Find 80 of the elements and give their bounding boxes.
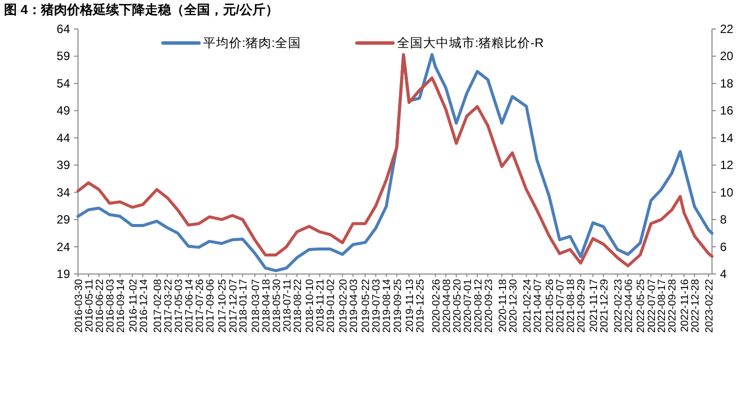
x-tick-label: 2020-05-20 <box>451 278 464 333</box>
y-tick-label: 54 <box>56 76 70 90</box>
y2-tick-label: 10 <box>720 185 734 200</box>
x-tick-label: 2020-08-12 <box>472 278 484 333</box>
x-tick-label: 2017-12-07 <box>227 278 240 333</box>
y2-tick-label: 12 <box>720 158 734 172</box>
x-tick-label: 2022-04-06 <box>622 278 635 333</box>
x-tick-label: 2018-07-11 <box>281 278 294 332</box>
y2-tick-label: 8 <box>720 212 727 227</box>
y-tick-label: 44 <box>56 130 70 145</box>
x-tick-label: 2016-03-30 <box>73 278 85 333</box>
x-tick-label: 2020-07-01 <box>462 278 474 333</box>
y-tick-label: 19 <box>56 267 70 281</box>
x-tick-label: 2018-04-18 <box>260 278 272 333</box>
x-tick-label: 2017-09-06 <box>204 278 216 333</box>
x-tick-label: 2020-09-23 <box>482 278 495 333</box>
x-tick-label: 2017-06-14 <box>183 278 196 333</box>
y-tick-label: 59 <box>56 49 70 64</box>
x-tick-label: 2022-07-07 <box>646 278 658 333</box>
x-tick-label: 2017-03-22 <box>162 278 174 333</box>
x-tick-label: 2022-08-17 <box>656 278 668 333</box>
x-tick-label: 2017-07-26 <box>194 278 206 333</box>
x-tick-label: 2016-12-14 <box>138 278 150 333</box>
x-tick-label: 2023-02-22 <box>703 278 716 333</box>
y-tick-label: 64 <box>56 22 70 36</box>
y2-tick-label: 20 <box>720 49 734 64</box>
legend-label: 全国大中城市:猪粮比价-R <box>396 36 544 50</box>
x-tick-label: 2021-04-07 <box>532 278 544 333</box>
x-tick-label: 2021-09-29 <box>576 278 588 333</box>
x-tick-label: 2017-02-08 <box>152 278 164 333</box>
x-tick-label: 2016-06-22 <box>94 278 106 333</box>
y-tick-label: 39 <box>56 158 70 172</box>
x-tick-label: 2018-05-30 <box>270 278 283 333</box>
x-tick-label: 2018-08-22 <box>292 278 304 333</box>
x-tick-label: 2019-07-03 <box>370 278 383 333</box>
chart-title: 图 4：猪肉价格延续下降走稳（全国，元/公斤） <box>4 2 278 17</box>
x-tick-label: 2019-11-13 <box>404 278 416 332</box>
x-tick-label: 2016-08-03 <box>104 278 117 333</box>
x-tick-label: 2022-02-23 <box>612 278 624 333</box>
x-tick-label: 2021-11-17 <box>588 278 600 332</box>
x-tick-label: 2016-09-14 <box>115 278 128 333</box>
x-tick-label: 2019-04-03 <box>348 278 360 333</box>
x-tick-label: 2017-10-25 <box>216 278 229 333</box>
x-tick-label: 2016-05-11 <box>84 278 96 332</box>
x-tick-label: 2018-10-10 <box>304 278 316 333</box>
x-tick-label: 2020-02-26 <box>430 278 442 333</box>
y2-tick-label: 4 <box>720 267 727 281</box>
x-tick-label: 2021-07-07 <box>554 278 567 333</box>
x-tick-label: 2018-01-17 <box>238 278 250 333</box>
y2-tick-label: 6 <box>720 240 727 254</box>
y-tick-label: 24 <box>56 240 70 254</box>
y-tick-label: 34 <box>56 185 70 200</box>
x-tick-label: 2021-02-24 <box>521 278 534 333</box>
x-tick-label: 2017-05-03 <box>172 278 185 333</box>
y-tick-label: 49 <box>56 104 70 118</box>
y2-tick-label: 14 <box>720 130 734 145</box>
x-tick-label: 2022-09-28 <box>666 278 679 333</box>
x-tick-label: 2019-12-25 <box>414 278 427 333</box>
x-tick-label: 2016-11-02 <box>127 278 140 332</box>
x-tick-label: 2021-08-18 <box>565 278 578 333</box>
y2-tick-label: 16 <box>720 104 734 118</box>
x-tick-label: 2019-05-22 <box>360 278 372 333</box>
legend-label: 平均价:猪肉:全国 <box>203 36 301 50</box>
x-tick-label: 2019-08-14 <box>381 278 394 333</box>
y2-tick-label: 22 <box>720 22 734 36</box>
x-tick-label: 2018-11-21 <box>314 278 327 332</box>
y-tick-label: 29 <box>56 212 70 227</box>
x-tick-label: 2019-02-20 <box>337 278 350 333</box>
x-tick-label: 2020-12-30 <box>507 278 520 333</box>
y2-tick-label: 18 <box>720 76 734 90</box>
x-tick-label: 2020-11-18 <box>496 278 509 332</box>
x-tick-label: 2019-01-02 <box>325 278 338 333</box>
x-tick-label: 2018-03-07 <box>250 278 262 333</box>
x-tick-label: 2021-12-29 <box>598 278 610 333</box>
x-tick-label: 2019-09-25 <box>392 278 404 333</box>
x-tick-label: 2022-05-25 <box>635 278 648 333</box>
x-tick-label: 2021-05-26 <box>544 278 556 333</box>
x-tick-label: 2022-12-28 <box>689 278 702 333</box>
x-tick-label: 2022-11-16 <box>678 278 691 332</box>
x-tick-label: 2020-04-08 <box>440 278 453 333</box>
